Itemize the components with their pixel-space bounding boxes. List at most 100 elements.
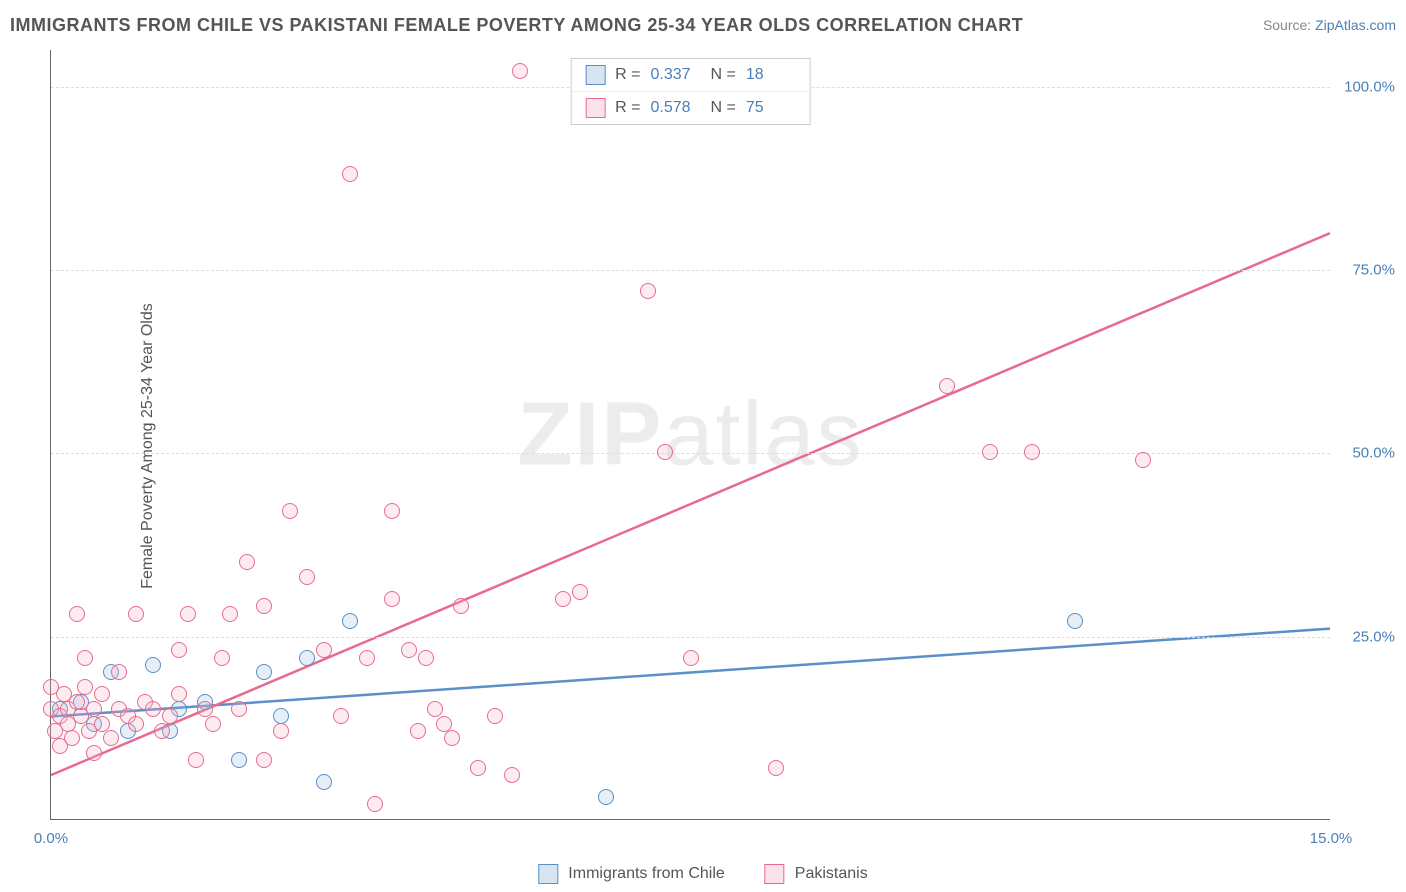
trendline [51,233,1330,775]
legend-label: Immigrants from Chile [568,865,724,883]
data-point [86,701,102,717]
data-point [205,716,221,732]
data-point [359,650,375,666]
n-value: 18 [746,66,796,84]
data-point [256,752,272,768]
data-point [69,606,85,622]
data-point [333,708,349,724]
data-point [436,716,452,732]
gridline [51,637,1330,638]
data-point [640,283,656,299]
chart-title: IMMIGRANTS FROM CHILE VS PAKISTANI FEMAL… [10,15,1023,36]
legend-swatch [585,98,605,118]
gridline [51,270,1330,271]
scatter-plot: ZIPatlas R =0.337N =18R =0.578N =75 25.0… [50,50,1330,820]
r-value: 0.578 [651,99,701,117]
legend-swatch [585,65,605,85]
stats-row: R = 0.578 N = 75 [571,91,810,124]
data-point [299,650,315,666]
legend-swatch [765,864,785,884]
data-point [256,598,272,614]
data-point [316,774,332,790]
data-point [982,444,998,460]
data-point [683,650,699,666]
data-point [154,723,170,739]
n-label: N = [711,99,736,117]
data-point [384,591,400,607]
data-point [598,789,614,805]
data-point [470,760,486,776]
r-label: R = [615,99,640,117]
data-point [145,701,161,717]
data-point [299,569,315,585]
correlation-stats-box: R = 0.337 N = 18 R = 0.578 N = 75 [570,58,811,125]
data-point [1067,613,1083,629]
data-point [188,752,204,768]
data-point [180,606,196,622]
data-point [256,664,272,680]
y-tick-label: 25.0% [1352,628,1395,645]
data-point [410,723,426,739]
n-value: 75 [746,99,796,117]
data-point [768,760,784,776]
data-point [384,503,400,519]
stats-row: R =0.337N =18 [571,59,810,91]
data-point [171,642,187,658]
source: Source: ZipAtlas.com [1263,17,1396,33]
r-label: R = [615,66,640,84]
data-point [222,606,238,622]
data-point [427,701,443,717]
data-point [504,767,520,783]
source-link[interactable]: ZipAtlas.com [1315,17,1396,33]
y-tick-label: 75.0% [1352,262,1395,279]
data-point [444,730,460,746]
series-legend: Immigrants from Chile Pakistanis [538,864,867,884]
source-label: Source: [1263,17,1311,33]
data-point [94,716,110,732]
data-point [239,554,255,570]
data-point [273,723,289,739]
y-tick-label: 100.0% [1344,78,1395,95]
data-point [572,584,588,600]
data-point [342,613,358,629]
data-point [487,708,503,724]
data-point [657,444,673,460]
data-point [171,686,187,702]
x-tick-label: 0.0% [34,830,68,847]
watermark: ZIPatlas [517,383,863,486]
data-point [162,708,178,724]
data-point [197,701,213,717]
data-point [77,650,93,666]
data-point [1135,452,1151,468]
data-point [367,796,383,812]
data-point [86,745,102,761]
data-point [64,730,80,746]
data-point [273,708,289,724]
legend-item: Immigrants from Chile [538,864,724,884]
data-point [555,591,571,607]
data-point [69,694,85,710]
data-point [1024,444,1040,460]
data-point [401,642,417,658]
data-point [282,503,298,519]
data-point [453,598,469,614]
data-point [316,642,332,658]
y-tick-label: 50.0% [1352,445,1395,462]
data-point [231,701,247,717]
legend-swatch [538,864,558,884]
data-point [77,679,93,695]
data-point [94,686,110,702]
data-point [342,166,358,182]
data-point [128,606,144,622]
legend-item: Pakistanis [765,864,868,884]
data-point [111,664,127,680]
data-point [939,378,955,394]
data-point [103,730,119,746]
data-point [231,752,247,768]
data-point [128,716,144,732]
r-value: 0.337 [651,66,701,84]
data-point [214,650,230,666]
data-point [145,657,161,673]
legend-label: Pakistanis [795,865,868,883]
data-point [512,63,528,79]
